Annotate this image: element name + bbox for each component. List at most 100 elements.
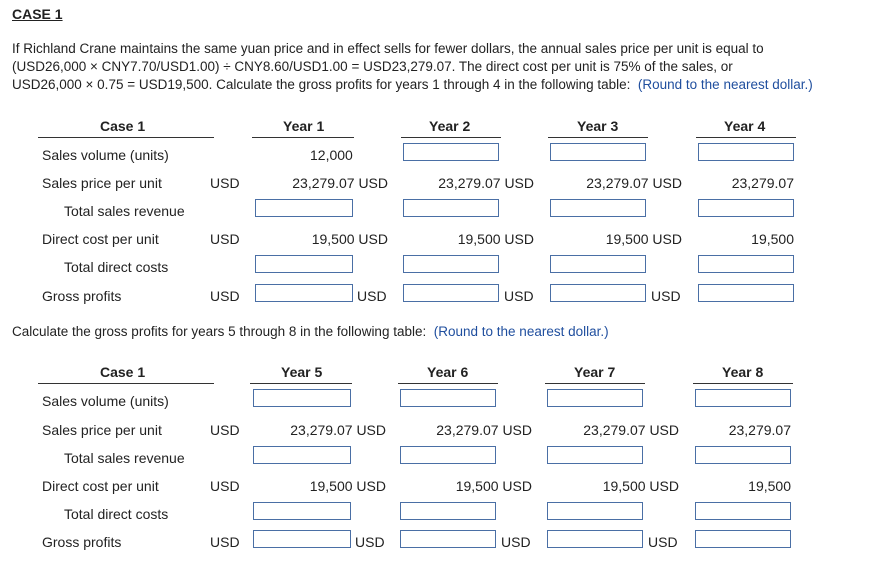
- table1-revenue-year3-input[interactable]: [550, 199, 646, 217]
- table1-cost-year4: 19,500: [751, 231, 794, 247]
- table1-revenue-year2-input[interactable]: [403, 199, 499, 217]
- table1-gross-year4-input[interactable]: [698, 284, 794, 302]
- table2-costs-year7-input[interactable]: [547, 502, 643, 520]
- table2-volume-year5-input[interactable]: [253, 389, 351, 407]
- table2-gross-currency: USD: [210, 534, 240, 550]
- table1-price-year3: 23,279.07 USD: [586, 175, 682, 191]
- table1-costs-year3-input[interactable]: [550, 255, 646, 273]
- table1-rule-y1: [252, 137, 354, 138]
- table1-cost-currency: USD: [210, 231, 240, 247]
- table1-header-year1: Year 1: [283, 118, 325, 134]
- table2-revenue-year8-input[interactable]: [695, 446, 791, 464]
- table2-cost-currency: USD: [210, 478, 240, 494]
- table2-cost-year5: 19,500 USD: [309, 478, 386, 494]
- table1-price-currency: USD: [210, 175, 240, 191]
- intro-line-2: (USD26,000 × CNY7.70/USD1.00) ÷ CNY8.60/…: [12, 59, 733, 74]
- table1-costs-year2-input[interactable]: [403, 255, 499, 273]
- table2-gross-year6-unit: USD: [501, 534, 531, 550]
- table1-volume-year3-input[interactable]: [550, 143, 646, 161]
- table2-label-total-costs: Total direct costs: [64, 506, 169, 522]
- table1-volume-year2-input[interactable]: [403, 143, 499, 161]
- table2-gross-year7-input[interactable]: [547, 530, 643, 548]
- table1-header-year4: Year 4: [724, 118, 766, 134]
- table1-gross-year2-unit: USD: [504, 288, 534, 304]
- table2-label-gross-profits: Gross profits: [42, 534, 122, 550]
- table1-volume-year1: 12,000: [310, 147, 353, 163]
- table1-rule-case: [38, 137, 214, 138]
- table1-header-year3: Year 3: [577, 118, 619, 134]
- table1-label-total-revenue: Total sales revenue: [64, 203, 185, 219]
- table2-header-year6: Year 6: [427, 364, 469, 380]
- table2-cost-year8: 19,500: [748, 478, 791, 494]
- table2-header-year7: Year 7: [574, 364, 616, 380]
- table1-rule-y2: [401, 137, 501, 138]
- table2-price-year5: 23,279.07 USD: [290, 422, 386, 438]
- table1-costs-year1-input[interactable]: [255, 255, 353, 273]
- table2-label-sales-volume: Sales volume (units): [42, 393, 169, 409]
- table1-gross-year2-input[interactable]: [403, 284, 499, 302]
- table1-label-gross-profits: Gross profits: [42, 288, 122, 304]
- table2-price-currency: USD: [210, 422, 240, 438]
- table2-gross-year6-input[interactable]: [400, 530, 496, 548]
- table2-gross-year5-input[interactable]: [253, 530, 351, 548]
- table2-volume-year7-input[interactable]: [547, 389, 643, 407]
- table2-costs-year8-input[interactable]: [695, 502, 791, 520]
- table1-cost-year3: 19,500 USD: [605, 231, 682, 247]
- table2-costs-year6-input[interactable]: [400, 502, 496, 520]
- table2-cost-year6: 19,500 USD: [455, 478, 532, 494]
- table2-rule-y5: [250, 383, 352, 384]
- table2-rule-case: [38, 383, 214, 384]
- table1-label-direct-cost: Direct cost per unit: [42, 231, 159, 247]
- table2-revenue-year6-input[interactable]: [400, 446, 496, 464]
- table2-price-year8: 23,279.07: [728, 422, 791, 438]
- case-title: CASE 1: [12, 6, 63, 22]
- table1-gross-year1-unit: USD: [357, 288, 387, 304]
- table1-label-sales-price: Sales price per unit: [42, 175, 162, 191]
- table1-label-sales-volume: Sales volume (units): [42, 147, 169, 163]
- table2-gross-year8-input[interactable]: [695, 530, 791, 548]
- table1-case-header: Case 1: [100, 118, 146, 134]
- table1-gross-year1-input[interactable]: [255, 284, 353, 302]
- table1-price-year4: 23,279.07: [731, 175, 794, 191]
- table2-label-direct-cost: Direct cost per unit: [42, 478, 159, 494]
- intro-line-3: USD26,000 × 0.75 = USD19,500. Calculate …: [12, 77, 813, 92]
- table2-case-header: Case 1: [100, 364, 146, 380]
- table2-volume-year8-input[interactable]: [695, 389, 791, 407]
- round-note: (Round to the nearest dollar.): [637, 77, 813, 92]
- table2-revenue-year5-input[interactable]: [253, 446, 351, 464]
- intro-line-1: If Richland Crane maintains the same yua…: [12, 41, 764, 56]
- table1-costs-year4-input[interactable]: [698, 255, 794, 273]
- table1-cost-year1: 19,500 USD: [311, 231, 388, 247]
- table2-gross-year7-unit: USD: [648, 534, 678, 550]
- table1-gross-year3-input[interactable]: [550, 284, 646, 302]
- table2-header-year5: Year 5: [281, 364, 323, 380]
- table2-label-total-revenue: Total sales revenue: [64, 450, 185, 466]
- between-instruction: Calculate the gross profits for years 5 …: [12, 324, 609, 339]
- table1-header-year2: Year 2: [429, 118, 471, 134]
- table2-price-year7: 23,279.07 USD: [583, 422, 679, 438]
- table2-volume-year6-input[interactable]: [400, 389, 496, 407]
- intro-paragraph: If Richland Crane maintains the same yua…: [12, 40, 892, 94]
- table1-volume-year4-input[interactable]: [698, 143, 794, 161]
- round-note-2: (Round to the nearest dollar.): [433, 324, 609, 339]
- table1-rule-y3: [548, 137, 648, 138]
- table1-rule-y4: [696, 137, 796, 138]
- table1-price-year1: 23,279.07 USD: [292, 175, 388, 191]
- table1-gross-year3-unit: USD: [651, 288, 681, 304]
- table1-revenue-year4-input[interactable]: [698, 199, 794, 217]
- table2-cost-year7: 19,500 USD: [602, 478, 679, 494]
- table2-header-year8: Year 8: [722, 364, 764, 380]
- table2-rule-y8: [693, 383, 793, 384]
- table2-rule-y7: [545, 383, 645, 384]
- table2-costs-year5-input[interactable]: [253, 502, 351, 520]
- table1-label-total-costs: Total direct costs: [64, 259, 169, 275]
- table1-price-year2: 23,279.07 USD: [438, 175, 534, 191]
- table1-gross-currency: USD: [210, 288, 240, 304]
- table2-label-sales-price: Sales price per unit: [42, 422, 162, 438]
- table2-gross-year5-unit: USD: [355, 534, 385, 550]
- table2-revenue-year7-input[interactable]: [547, 446, 643, 464]
- table2-rule-y6: [398, 383, 498, 384]
- table1-cost-year2: 19,500 USD: [457, 231, 534, 247]
- table1-revenue-year1-input[interactable]: [255, 199, 353, 217]
- table2-price-year6: 23,279.07 USD: [436, 422, 532, 438]
